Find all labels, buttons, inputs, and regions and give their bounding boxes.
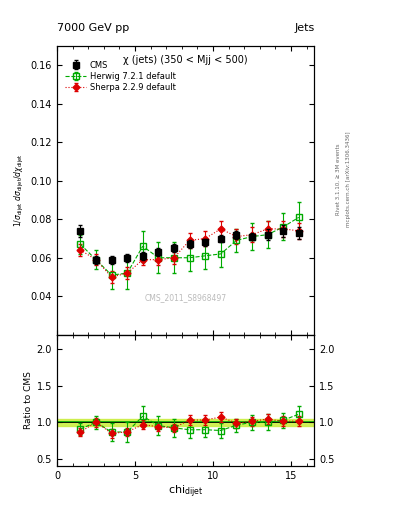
Text: CMS_2011_S8968497: CMS_2011_S8968497 bbox=[145, 293, 227, 302]
Text: χ (jets) (350 < Mjj < 500): χ (jets) (350 < Mjj < 500) bbox=[123, 55, 248, 65]
Y-axis label: $1/\sigma_\mathrm{dijet}\ d\sigma_\mathrm{dijet}/d\chi_\mathrm{dijet}$: $1/\sigma_\mathrm{dijet}\ d\sigma_\mathr… bbox=[13, 154, 26, 227]
Text: Jets: Jets bbox=[294, 23, 314, 33]
X-axis label: chi$_{\rm dijet}$: chi$_{\rm dijet}$ bbox=[168, 483, 203, 500]
Text: 7000 GeV pp: 7000 GeV pp bbox=[57, 23, 129, 33]
Text: Rivet 3.1.10, ≥ 3M events: Rivet 3.1.10, ≥ 3M events bbox=[336, 143, 341, 215]
Legend: CMS, Herwig 7.2.1 default, Sherpa 2.2.9 default: CMS, Herwig 7.2.1 default, Sherpa 2.2.9 … bbox=[64, 59, 177, 93]
Y-axis label: Ratio to CMS: Ratio to CMS bbox=[24, 371, 33, 429]
Text: mcplots.cern.ch [arXiv:1306.3436]: mcplots.cern.ch [arXiv:1306.3436] bbox=[346, 132, 351, 227]
Bar bbox=[57, 418, 314, 426]
